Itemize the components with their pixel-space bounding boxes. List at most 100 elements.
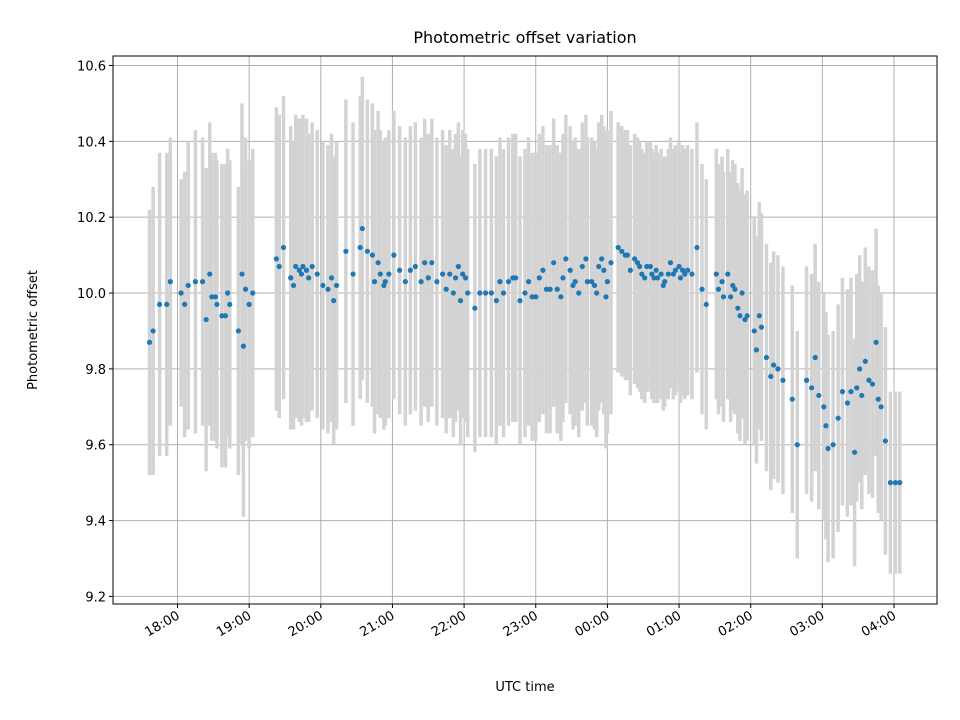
data-point [418,279,424,285]
data-point [219,313,225,319]
y-tick-label: 9.2 [85,590,106,605]
data-point [460,271,466,277]
y-tick-label: 9.6 [85,439,106,454]
data-point [739,290,745,296]
data-point [425,275,431,281]
data-point [803,377,810,383]
data-point [434,279,440,285]
data-point [768,373,774,380]
data-point [830,442,836,448]
data-point [465,290,471,296]
data-point [450,290,456,296]
data-point [150,328,156,334]
data-point [533,294,539,300]
data-point [457,298,464,304]
data-point [703,301,709,308]
data-point [375,260,381,266]
data-point [146,339,153,345]
data-point [676,263,682,270]
data-point [816,392,822,399]
data-point [720,294,727,300]
data-point [596,263,602,270]
data-point [288,275,294,281]
data-point [357,244,363,251]
data-point [667,260,674,266]
data-point [320,282,326,289]
data-point [751,328,757,334]
data-point [789,396,795,402]
y-tick-label: 9.4 [85,515,106,530]
data-point [246,301,252,308]
data-point [280,244,287,251]
data-point [525,279,532,285]
data-point [677,275,684,281]
data-point [350,271,356,277]
data-point [887,480,894,486]
data-point [300,263,306,270]
data-point [364,248,370,254]
data-point [742,316,748,323]
data-point [634,260,641,266]
data-point [164,301,170,308]
data-point [619,248,625,254]
data-point [325,286,331,292]
y-tick-label: 10.4 [77,135,106,150]
data-point [627,267,633,273]
data-point [296,267,302,273]
data-point [857,366,863,372]
data-point [763,354,770,361]
data-point [878,404,884,410]
data-point [397,267,403,273]
data-point [665,271,671,277]
data-point [536,275,542,281]
data-point [725,271,731,277]
data-point [560,275,566,281]
data-point [293,263,299,270]
data-point [852,449,858,455]
data-point [522,290,528,296]
data-point [825,445,831,452]
data-point [212,294,219,300]
data-point [839,389,846,395]
data-point [225,290,231,296]
data-point [182,301,188,308]
data-point [497,279,503,285]
data-point [658,271,664,277]
data-point [637,263,643,270]
data-point [699,286,705,292]
data-point [178,290,184,296]
data-point [563,256,569,262]
data-point [649,271,655,277]
data-point [680,267,686,273]
data-point [601,267,607,273]
data-point [809,385,815,391]
data-point [794,442,800,448]
x-axis-label: UTC time [495,680,554,695]
data-point [735,305,741,311]
data-point [156,301,163,308]
data-point [540,267,546,273]
data-point [462,275,469,281]
data-point [862,358,868,364]
data-point [452,275,459,281]
data-point [314,271,320,277]
data-point [715,286,722,292]
data-point [203,316,209,323]
data-point [199,279,206,285]
data-point [214,301,220,308]
data-point [615,244,621,251]
data-point [771,362,777,368]
data-point [873,339,879,345]
data-point [328,275,335,281]
data-point [719,279,725,285]
data-point [854,385,860,391]
data-point [694,244,700,251]
data-point [583,256,589,262]
data-point [235,328,241,334]
y-axis-label: Photometric offset [26,270,41,390]
data-point [554,286,560,292]
data-point [589,279,595,285]
data-point [543,286,550,292]
data-point [869,381,876,387]
data-point [651,275,657,281]
